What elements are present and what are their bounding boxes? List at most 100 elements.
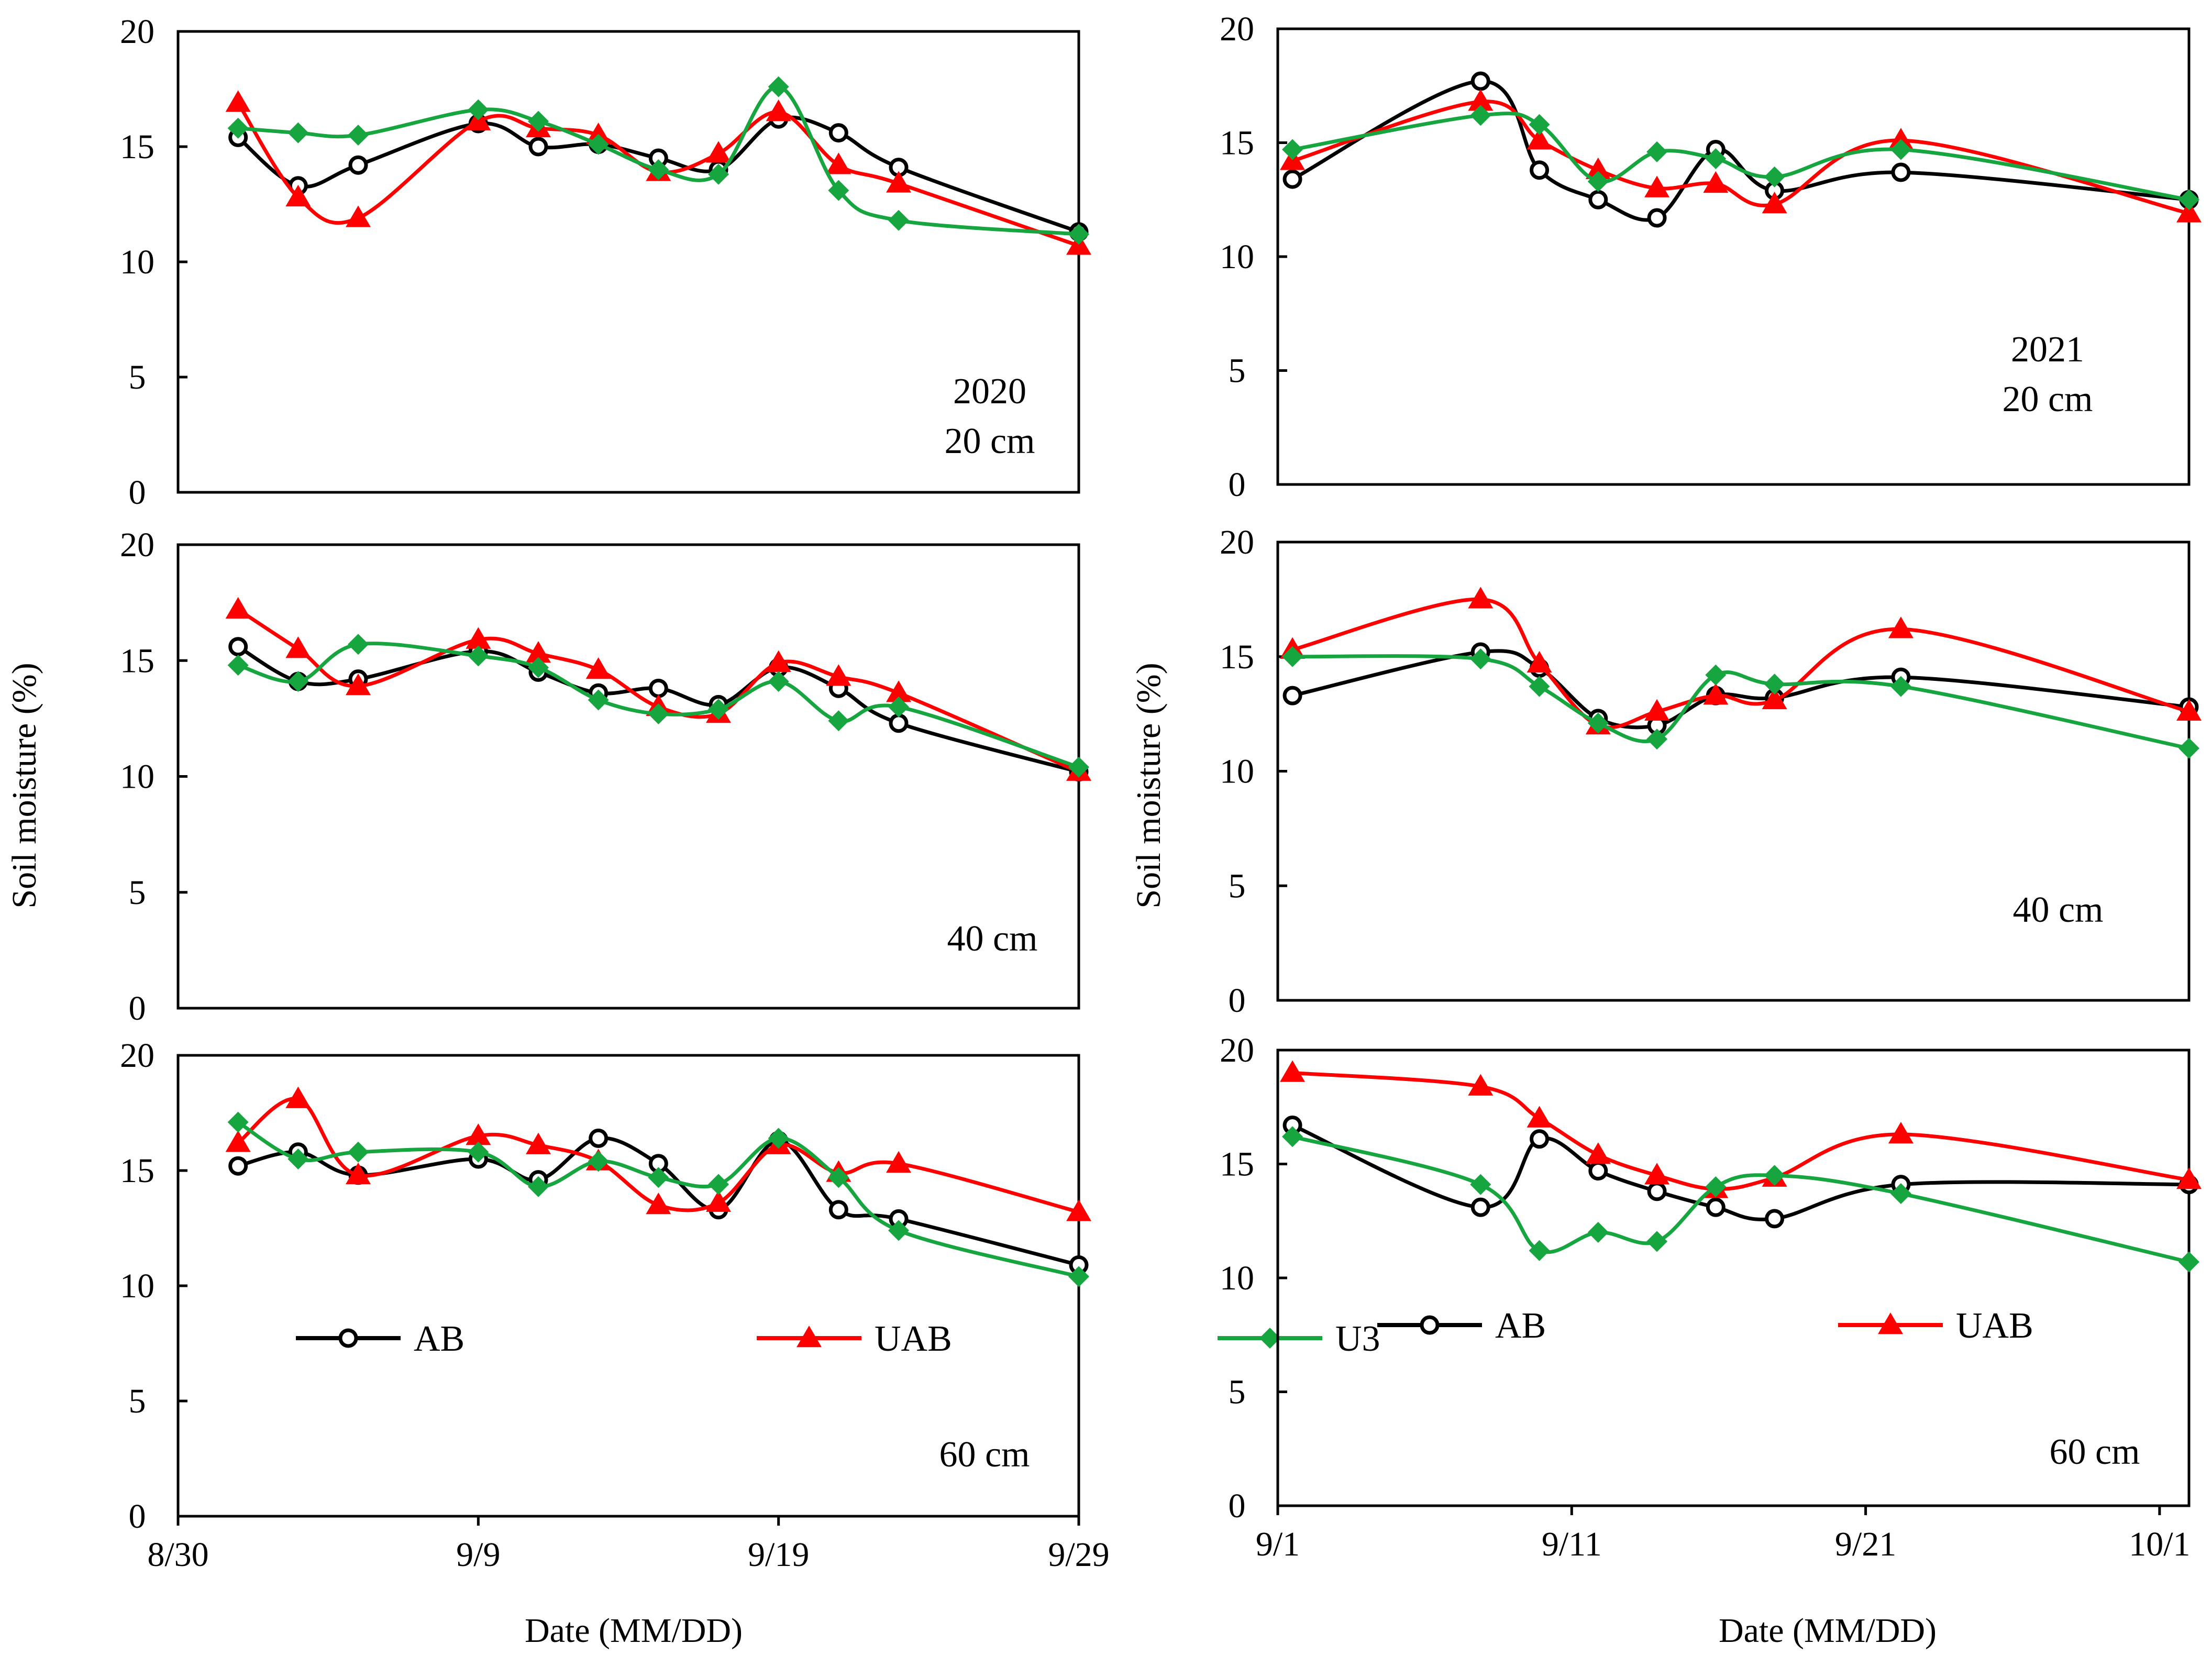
y-tick-label: 0	[1229, 1487, 1246, 1525]
data-point-AB	[1470, 1197, 1490, 1217]
data-point-UAB	[886, 1151, 911, 1173]
x-tick-label: 9/19	[748, 1536, 809, 1574]
data-point-UAB	[225, 1130, 251, 1152]
data-point-AB	[1891, 162, 1911, 182]
data-point-AB	[1530, 160, 1550, 180]
data-point-U3	[1068, 1266, 1089, 1287]
data-point-U3	[1587, 171, 1609, 192]
x-axis-label-left: Date (MM/DD)	[525, 1612, 743, 1650]
data-point-AB	[528, 137, 548, 157]
data-point-UAB	[585, 657, 611, 679]
data-point-UAB	[526, 1132, 551, 1154]
y-tick-label: 5	[1229, 352, 1246, 390]
y-tick-label: 10	[120, 758, 154, 796]
panel-annotation: 40 cm	[2012, 890, 2103, 930]
data-point-U3	[828, 1167, 849, 1188]
x-axis-label-right: Date (MM/DD)	[1719, 1612, 1937, 1650]
panel-annotation: 2021	[2011, 329, 2084, 370]
chart-panel-2021-40cm: 0 5 10 15 20 40 cm	[1220, 523, 2202, 1020]
data-point-UAB	[346, 205, 371, 227]
data-point-U3	[1529, 676, 1550, 697]
data-point-U3	[1470, 648, 1491, 670]
y-tick-label: 15	[1220, 1145, 1254, 1184]
data-point-UAB	[1762, 687, 1787, 710]
data-point-U3	[1529, 1240, 1550, 1261]
legend-label-U3: U3	[1335, 1319, 1380, 1359]
y-tick-label: 0	[129, 989, 146, 1028]
data-point-U3	[287, 671, 309, 692]
y-tick-label: 0	[129, 1497, 146, 1536]
panel-annotation: 20 cm	[944, 421, 1035, 461]
data-point-UAB	[1644, 699, 1670, 721]
data-point-U3	[348, 125, 369, 146]
data-point-U3	[1705, 1176, 1727, 1197]
data-point-U3	[888, 1220, 909, 1241]
data-point-U3	[1282, 1126, 1303, 1148]
chart-panel-2020-60cm: 0 5 10 15 20 8/30 9/9 9/19 9/29 60 cm AB UAB U3	[120, 1036, 1380, 1574]
x-tick-label: 9/9	[456, 1536, 500, 1574]
x-tick-label: 8/30	[147, 1536, 208, 1574]
y-axis-label-left: Soil moisture (%)	[5, 663, 43, 908]
data-point-U3	[648, 703, 669, 725]
data-point-U3	[1646, 1231, 1668, 1252]
y-tick-label: 10	[1220, 238, 1254, 276]
data-point-UAB	[706, 1190, 731, 1212]
y-tick-label: 5	[1229, 1373, 1246, 1411]
legend: AB UAB U3	[296, 1319, 1380, 1359]
data-point-U3	[1529, 114, 1550, 135]
panel-annotation: 2020	[953, 371, 1026, 412]
data-point-UAB	[1527, 128, 1552, 150]
data-point-AB	[1588, 1161, 1608, 1181]
chart-panel-2020-40cm: 0 5 10 15 20 40 cm	[120, 526, 1091, 1028]
data-point-UAB	[1585, 1142, 1611, 1164]
data-point-U3	[1705, 148, 1727, 169]
data-point-UAB	[706, 141, 731, 163]
data-point-UAB	[1280, 1060, 1306, 1082]
data-point-AB	[228, 1156, 248, 1176]
x-tick-label: 10/1	[2129, 1525, 2190, 1563]
data-point-U3	[828, 180, 849, 201]
series-line-AB	[1291, 1123, 2189, 1221]
legend-marker-U3	[1259, 1328, 1280, 1349]
series-line-UAB	[1292, 100, 2189, 215]
plot-frame	[176, 543, 1080, 1010]
data-point-U3	[528, 1176, 549, 1197]
data-point-U3	[287, 1149, 309, 1169]
y-tick-label: 10	[120, 243, 154, 281]
data-point-UAB	[2176, 201, 2202, 223]
data-point-U3	[1764, 1165, 1785, 1186]
data-point-U3	[768, 1128, 789, 1149]
data-point-AB	[889, 713, 909, 733]
data-point-UAB	[1468, 587, 1494, 609]
data-point-U3	[768, 76, 789, 97]
legend-label-AB: AB	[414, 1319, 464, 1359]
y-tick-label: 5	[129, 358, 146, 396]
data-point-U3	[1587, 1222, 1609, 1243]
data-point-U3	[1068, 224, 1089, 245]
x-tick-label: 9/29	[1048, 1536, 1109, 1574]
data-point-U3	[588, 134, 609, 155]
data-point-UAB	[1527, 650, 1552, 673]
data-point-UAB	[285, 636, 311, 658]
data-point-UAB	[1527, 1106, 1552, 1128]
data-point-U3	[1764, 166, 1785, 187]
data-point-U3	[1470, 105, 1491, 126]
data-point-UAB	[1066, 1199, 1091, 1221]
data-point-AB	[1765, 1209, 1785, 1229]
y-tick-label: 15	[1220, 124, 1254, 162]
data-point-U3	[648, 159, 669, 180]
data-point-AB	[589, 1128, 609, 1148]
data-point-U3	[287, 122, 309, 144]
legend-label-AB: AB	[1495, 1306, 1546, 1346]
data-point-UAB	[1644, 175, 1670, 197]
y-tick-label: 15	[120, 1152, 154, 1190]
data-point-UAB	[826, 664, 851, 686]
data-point-U3	[2178, 737, 2199, 759]
y-tick-label: 10	[1220, 1259, 1254, 1297]
data-point-U3	[1890, 1183, 1911, 1205]
panel-annotation: 20 cm	[2002, 379, 2093, 420]
data-point-U3	[708, 163, 729, 185]
legend-label-UAB: UAB	[875, 1319, 952, 1359]
